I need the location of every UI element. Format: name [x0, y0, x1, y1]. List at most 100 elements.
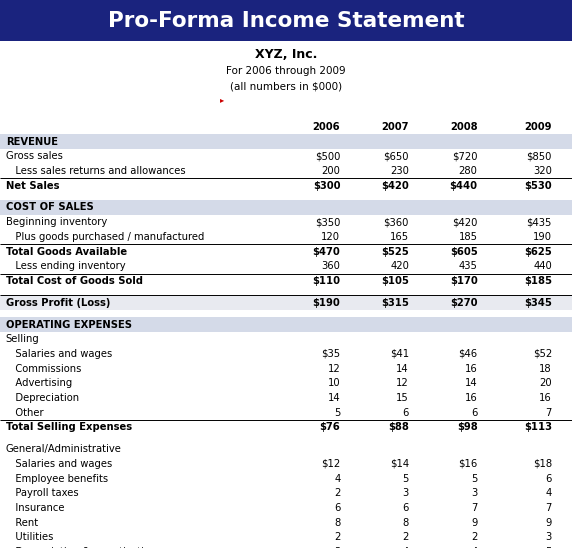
Text: $360: $360: [384, 217, 409, 227]
Text: Depreciation: Depreciation: [6, 393, 79, 403]
Text: 4: 4: [403, 547, 409, 548]
FancyBboxPatch shape: [0, 317, 572, 332]
Text: Less ending inventory: Less ending inventory: [6, 261, 125, 271]
Text: 3: 3: [546, 532, 552, 543]
Text: 2: 2: [403, 532, 409, 543]
Text: 6: 6: [403, 408, 409, 418]
Text: $500: $500: [315, 151, 340, 161]
Text: $110: $110: [312, 276, 340, 286]
Text: 2006: 2006: [313, 122, 340, 132]
Text: 14: 14: [328, 393, 340, 403]
Text: $625: $625: [524, 247, 552, 256]
Text: 4: 4: [334, 473, 340, 483]
Text: 440: 440: [533, 261, 552, 271]
FancyBboxPatch shape: [0, 295, 572, 310]
Text: 16: 16: [465, 363, 478, 374]
Text: Other: Other: [6, 408, 43, 418]
Text: 7: 7: [546, 503, 552, 513]
Text: COST OF SALES: COST OF SALES: [6, 202, 93, 213]
Text: 230: 230: [390, 166, 409, 176]
Text: 3: 3: [471, 488, 478, 498]
Text: (all numbers in $000): (all numbers in $000): [230, 82, 342, 92]
Text: 280: 280: [459, 166, 478, 176]
Text: Advertising: Advertising: [6, 378, 72, 389]
Text: 2: 2: [471, 532, 478, 543]
Text: 7: 7: [546, 408, 552, 418]
Text: Salaries and wages: Salaries and wages: [6, 349, 112, 359]
Text: REVENUE: REVENUE: [6, 136, 58, 147]
Text: 20: 20: [539, 378, 552, 389]
Text: 4: 4: [546, 488, 552, 498]
Text: 4: 4: [471, 547, 478, 548]
Text: 5: 5: [334, 408, 340, 418]
Text: $850: $850: [527, 151, 552, 161]
Text: $605: $605: [450, 247, 478, 256]
Text: 165: 165: [390, 232, 409, 242]
Text: 185: 185: [459, 232, 478, 242]
Text: Total Goods Available: Total Goods Available: [6, 247, 127, 256]
Text: 6: 6: [334, 503, 340, 513]
Text: $270: $270: [450, 298, 478, 308]
Text: Total Selling Expenses: Total Selling Expenses: [6, 423, 132, 432]
Text: $12: $12: [321, 459, 340, 469]
Text: Net Sales: Net Sales: [6, 181, 59, 191]
Text: Utilities: Utilities: [6, 532, 53, 543]
Text: 9: 9: [546, 517, 552, 528]
Text: 120: 120: [321, 232, 340, 242]
Text: $650: $650: [383, 151, 409, 161]
Text: $440: $440: [450, 181, 478, 191]
Text: $35: $35: [321, 349, 340, 359]
Text: $88: $88: [388, 423, 409, 432]
FancyBboxPatch shape: [0, 0, 572, 41]
Text: 12: 12: [396, 378, 409, 389]
Text: 8: 8: [334, 517, 340, 528]
Text: 435: 435: [459, 261, 478, 271]
Text: $345: $345: [524, 298, 552, 308]
Text: 18: 18: [539, 363, 552, 374]
Text: 7: 7: [471, 503, 478, 513]
Text: $470: $470: [312, 247, 340, 256]
Text: $190: $190: [312, 298, 340, 308]
Text: Rent: Rent: [6, 517, 38, 528]
Text: $105: $105: [381, 276, 409, 286]
FancyBboxPatch shape: [0, 200, 572, 215]
Text: Gross Profit (Loss): Gross Profit (Loss): [6, 298, 110, 308]
Text: 5: 5: [471, 473, 478, 483]
Text: $98: $98: [457, 423, 478, 432]
Text: $300: $300: [313, 181, 340, 191]
Text: $525: $525: [381, 247, 409, 256]
Text: Salaries and wages: Salaries and wages: [6, 459, 112, 469]
Text: $113: $113: [524, 423, 552, 432]
Text: $18: $18: [533, 459, 552, 469]
Text: OPERATING EXPENSES: OPERATING EXPENSES: [6, 319, 132, 329]
Text: 16: 16: [539, 393, 552, 403]
Text: $530: $530: [525, 181, 552, 191]
Text: $41: $41: [390, 349, 409, 359]
Text: 3: 3: [403, 488, 409, 498]
Text: 10: 10: [328, 378, 340, 389]
Text: For 2006 through 2009: For 2006 through 2009: [226, 66, 346, 76]
Text: 200: 200: [321, 166, 340, 176]
Text: 2009: 2009: [525, 122, 552, 132]
Text: Commissions: Commissions: [6, 363, 81, 374]
Text: General/Administrative: General/Administrative: [6, 444, 122, 454]
Text: XYZ, Inc.: XYZ, Inc.: [255, 48, 317, 61]
Text: 6: 6: [403, 503, 409, 513]
FancyBboxPatch shape: [0, 134, 572, 149]
Text: Insurance: Insurance: [6, 503, 64, 513]
Text: 2: 2: [334, 488, 340, 498]
Text: Beginning inventory: Beginning inventory: [6, 217, 107, 227]
Text: $170: $170: [450, 276, 478, 286]
Text: Depreciation & amortization: Depreciation & amortization: [6, 547, 156, 548]
Text: 320: 320: [533, 166, 552, 176]
Text: 14: 14: [465, 378, 478, 389]
Text: 15: 15: [396, 393, 409, 403]
Text: Total Cost of Goods Sold: Total Cost of Goods Sold: [6, 276, 143, 286]
Text: 14: 14: [396, 363, 409, 374]
Text: 3: 3: [334, 547, 340, 548]
Text: $350: $350: [315, 217, 340, 227]
Text: Pro-Forma Income Statement: Pro-Forma Income Statement: [108, 10, 464, 31]
Text: $435: $435: [527, 217, 552, 227]
Text: $46: $46: [459, 349, 478, 359]
Text: $720: $720: [452, 151, 478, 161]
